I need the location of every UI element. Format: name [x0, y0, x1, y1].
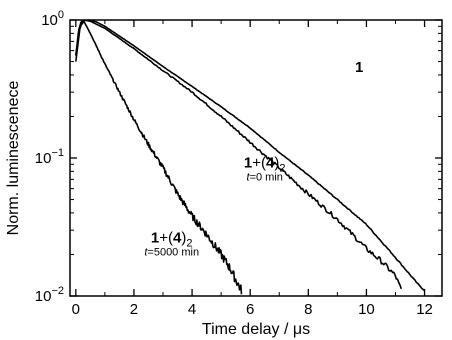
x-tick-label: 2: [130, 301, 138, 318]
series-layer: [75, 19, 426, 295]
series-annotation-a1: 1: [355, 59, 363, 76]
x-tick-label: 4: [188, 301, 196, 318]
series-line-1: [75, 19, 426, 292]
x-axis-title: Time delay / μs: [202, 321, 310, 338]
x-tick-label: 6: [246, 301, 254, 318]
series-line-3: [75, 20, 243, 295]
y-tick-label: 10−2: [35, 285, 64, 305]
series-annotation-a2: 1+(4)2: [244, 155, 286, 175]
y-tick-label: 100: [41, 9, 64, 29]
series-annotation-a3: 1+(4)2: [151, 229, 193, 249]
x-tick-label: 12: [416, 301, 433, 318]
y-axis-title: Norm. luminescenece: [5, 81, 22, 236]
x-tick-label: 0: [72, 301, 80, 318]
series-annotation-time-a3: t=5000 min: [144, 246, 199, 258]
x-tick-label: 8: [304, 301, 312, 318]
y-tick-label: 10−1: [35, 147, 64, 167]
x-ticks: 0 2 4 6 8 10 12: [72, 20, 433, 318]
x-tick-label: 10: [358, 301, 375, 318]
series-annotation-time-a2: t=0 min: [247, 172, 283, 184]
series-line-2: [75, 19, 403, 290]
y-ticks: 10−2 10−1 100: [35, 9, 442, 305]
